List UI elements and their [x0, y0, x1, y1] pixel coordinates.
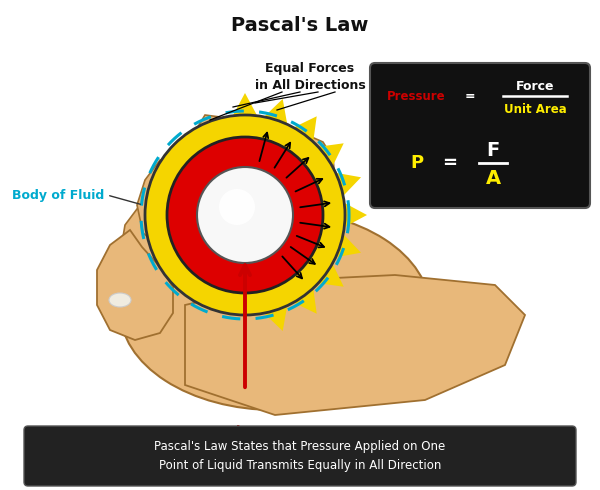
Text: Pascal's Law: Pascal's Law	[232, 16, 368, 35]
Text: Force: Force	[516, 79, 554, 93]
Text: F: F	[487, 141, 500, 160]
Ellipse shape	[120, 210, 430, 410]
FancyBboxPatch shape	[370, 63, 590, 208]
FancyBboxPatch shape	[24, 426, 576, 486]
Polygon shape	[264, 99, 287, 124]
Polygon shape	[335, 234, 361, 257]
Polygon shape	[233, 93, 257, 116]
Ellipse shape	[205, 138, 225, 152]
Text: P: P	[410, 154, 424, 172]
Polygon shape	[293, 288, 317, 314]
Text: Body of Fluid: Body of Fluid	[12, 189, 104, 201]
Polygon shape	[318, 143, 344, 167]
Polygon shape	[188, 115, 243, 197]
Polygon shape	[97, 230, 173, 340]
Polygon shape	[293, 116, 317, 142]
Polygon shape	[264, 306, 287, 331]
Circle shape	[167, 137, 323, 293]
Polygon shape	[120, 205, 185, 293]
Ellipse shape	[109, 293, 131, 307]
Text: =: =	[464, 90, 475, 102]
Circle shape	[145, 115, 345, 315]
Text: =: =	[443, 154, 458, 172]
Circle shape	[197, 167, 293, 263]
Polygon shape	[185, 275, 525, 415]
Polygon shape	[335, 173, 361, 196]
Text: Equal Forces
in All Directions: Equal Forces in All Directions	[254, 62, 365, 92]
Polygon shape	[318, 264, 344, 287]
Text: Pressure: Pressure	[387, 90, 446, 102]
Text: External Pressure: External Pressure	[178, 425, 311, 438]
Circle shape	[219, 189, 255, 225]
Polygon shape	[137, 160, 193, 247]
Text: Unit Area: Unit Area	[503, 102, 566, 116]
Text: A: A	[485, 169, 500, 188]
Polygon shape	[344, 203, 367, 227]
Polygon shape	[287, 135, 335, 200]
Polygon shape	[237, 120, 287, 197]
Text: Pascal's Law States that Pressure Applied on One
Point of Liquid Transmits Equal: Pascal's Law States that Pressure Applie…	[154, 440, 446, 472]
